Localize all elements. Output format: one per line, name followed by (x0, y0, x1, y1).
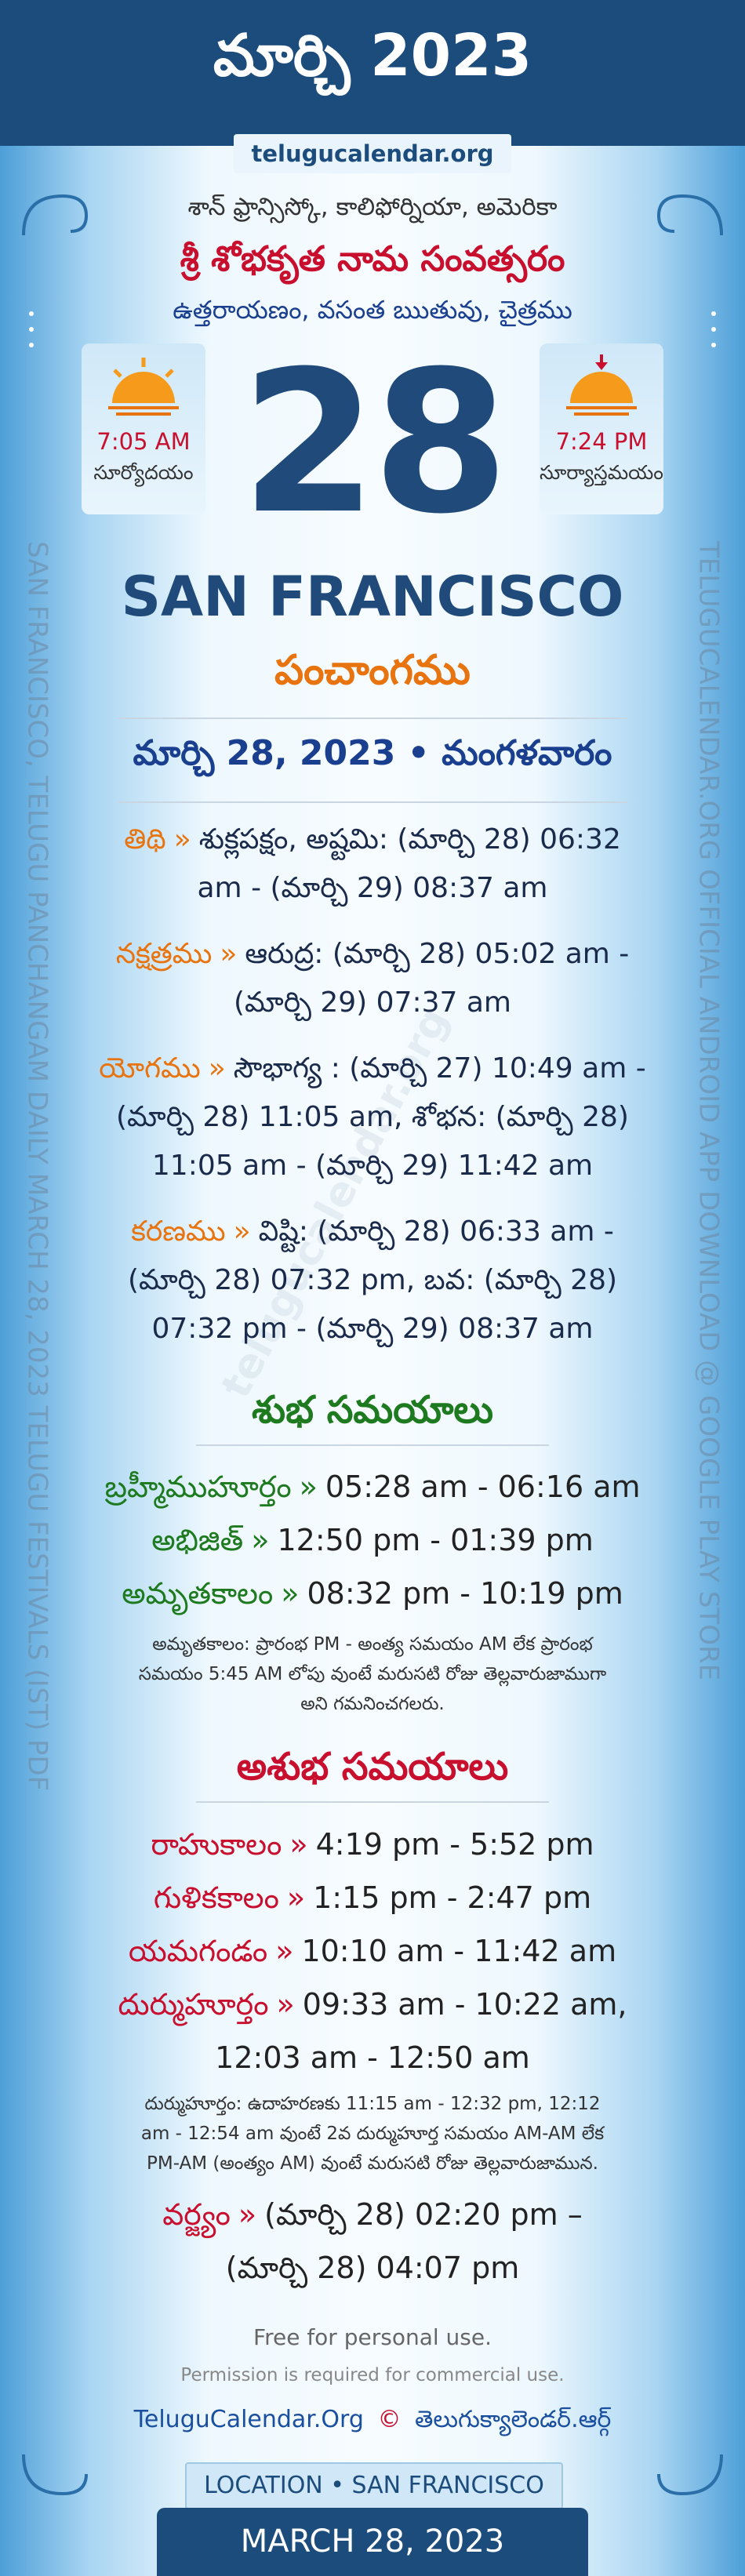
sunset-icon (566, 354, 637, 416)
sunrise-box: 7:05 AM సూర్యోదయం (82, 343, 205, 514)
footer-date: MARCH 28, 2023 (157, 2508, 588, 2576)
divider (118, 718, 627, 719)
item-text: శుక్లపక్షం, అష్టమి: (మార్చి 28) 06:32 am… (197, 823, 621, 904)
good-time-item: అభిజిత్» 12:50 pm - 01:39 pm (98, 1513, 647, 1567)
divider (196, 1801, 549, 1803)
item-text: విష్టి: (మార్చి 28) 06:33 am - (మార్చి 2… (127, 1215, 618, 1345)
good-time-item: బ్రహ్మీముహూర్తం» 05:28 am - 06:16 am (98, 1460, 647, 1513)
item-label: యమగండం (128, 1934, 268, 1968)
footer-permission: Permission is required for commercial us… (180, 2365, 565, 2385)
bad-time-item: గుళికకాలం» 1:15 pm - 2:47 pm (98, 1871, 647, 1924)
location-line: శాన్ ఫ్రాన్సిస్కో, కాలిఫోర్నియా, అమెరికా (187, 193, 558, 221)
item-time: 4:19 pm - 5:52 pm (315, 1827, 594, 1862)
separator: » (251, 1523, 270, 1557)
ayana: ఉత్తరాయణం, వసంత ఋతువు, చైత్రము (173, 295, 572, 325)
bad-time-item: రాహుకాలం» 4:19 pm - 5:52 pm (98, 1818, 647, 1871)
sunset-label: సూర్యాస్తమయం (540, 461, 663, 484)
separator: » (233, 1215, 251, 1248)
item-time: 12:50 pm - 01:39 pm (277, 1523, 594, 1557)
separator: » (281, 1576, 300, 1611)
good-time-item: అమృతకాలం» 08:32 pm - 10:19 pm (98, 1567, 647, 1620)
footer-site[interactable]: TeluguCalendar.Org (133, 2406, 364, 2433)
footer-location: LOCATION • SAN FRANCISCO (185, 2462, 563, 2509)
corner-ornaments (22, 194, 723, 2496)
item-label: నక్షత్రము (115, 938, 213, 970)
item-label: యోగము (99, 1052, 201, 1085)
bad-time-item: యమగండం» 10:10 am - 11:42 am (98, 1924, 647, 1978)
item-text: సౌభాగ్య : (మార్చి 27) 10:49 am - (మార్చి… (116, 1052, 646, 1182)
bad-times-title: అశుభ సమయాలు (236, 1745, 509, 1789)
sunset-time: 7:24 PM (555, 428, 648, 455)
panchangam-list: తిథి» శుక్లపక్షం, అష్టమి: (మార్చి 28) 06:… (98, 816, 647, 1371)
sunrise-time: 7:05 AM (96, 428, 191, 455)
separator: » (276, 1987, 295, 2022)
item-time: 1:15 pm - 2:47 pm (313, 1880, 592, 1915)
item-time: 05:28 am - 06:16 am (325, 1470, 641, 1504)
separator: » (299, 1470, 318, 1504)
bad-times-list: రాహుకాలం» 4:19 pm - 5:52 pm గుళికకాలం» 1:15… (98, 1818, 647, 2084)
good-times-list: బ్రహ్మీముహూర్తం» 05:28 am - 06:16 am అభిజి… (98, 1460, 647, 1620)
item-label: గుళికకాలం (153, 1880, 279, 1915)
separator: » (220, 938, 238, 970)
item-label: బ్రహ్మీముహూర్తం (104, 1470, 292, 1504)
side-text-left: SAN FRANCISCO, TELUGU PANCHANGAM DAILY M… (22, 541, 53, 1791)
sunrise-icon (108, 358, 179, 416)
bad-time-item: దుర్ముహూర్తం» 09:33 am - 10:22 am, 12:03 … (98, 1978, 647, 2084)
footer-site-te[interactable]: తెలుగుక్యాలెండర్.ఆర్గ్ (414, 2406, 612, 2433)
bad-times-note: దుర్ముహూర్తం: ఉదాహరణకు 11:15 am - 12:32 … (140, 2094, 605, 2174)
panchangam-item: కరణము» విష్టి: (మార్చి 28) 06:33 am - (మా… (98, 1208, 647, 1353)
header-title: మార్చి 2023 (213, 22, 532, 89)
item-label: అభిజిత్ (151, 1523, 244, 1557)
samvatsaram: శ్రీ శోభకృత నామ సంవత్సరం (180, 239, 565, 279)
separator: » (286, 1880, 306, 1915)
item-label: కరణము (131, 1215, 226, 1248)
panchangam-title: పంచాంగము (274, 647, 471, 694)
item-label: అమృతకాలం (122, 1576, 274, 1611)
sunset-box: 7:24 PM సూర్యాస్తమయం (540, 343, 663, 514)
panchangam-item: యోగము» సౌభాగ్య : (మార్చి 27) 10:49 am - (… (98, 1045, 647, 1190)
item-time: 10:10 am - 11:42 am (301, 1934, 617, 1968)
date-line: మార్చి 28, 2023 • మంగళవారం (133, 733, 612, 773)
item-label: దుర్ముహూర్తం (118, 1987, 269, 2022)
item-time: 09:33 am - 10:22 am, 12:03 am - 12:50 am (215, 1987, 627, 2075)
sunrise-label: సూర్యోదయం (93, 461, 194, 484)
day-number: 28 (241, 329, 509, 557)
footer-site-line: TeluguCalendar.Org © తెలుగుక్యాలెండర్.ఆర… (0, 2406, 745, 2439)
separator: » (275, 1934, 294, 1968)
site-badge[interactable]: telugucalendar.org (234, 134, 511, 173)
good-times-title: శుభ సమయాలు (252, 1388, 493, 1432)
item-label: తిథి (124, 823, 166, 856)
panchangam-item: నక్షత్రము» ఆరుద్ర: (మార్చి 28) 05:02 am -… (98, 930, 647, 1027)
dot-rows (29, 311, 716, 347)
item-label: వర్జ్యం (162, 2197, 231, 2232)
separator: » (238, 2197, 257, 2232)
panchangam-item: తిథి» శుక్లపక్షం, అష్టమి: (మార్చి 28) 06:… (98, 816, 647, 913)
item-time: (మార్చి 28) 02:20 pm – (మార్చి 28) 04:07… (225, 2197, 583, 2285)
item-label: రాహుకాలం (151, 1827, 282, 1862)
side-text-right: TELUGUCALENDAR.ORG OFFICIAL ANDROID APP … (693, 540, 725, 1680)
footer-copyright: © (377, 2406, 402, 2433)
good-times-note: అమృతకాలం: ప్రారంభ PM - అంత్య సమయం AM లేక… (138, 1634, 607, 1714)
separator: » (208, 1052, 226, 1085)
item-text: ఆరుద్ర: (మార్చి 28) 05:02 am - (మార్చి 2… (234, 938, 630, 1019)
city: SAN FRANCISCO (121, 565, 624, 629)
divider (196, 1444, 549, 1446)
varjyam: వర్జ్యం» (మార్చి 28) 02:20 pm – (మార్చి 2… (157, 2188, 588, 2294)
divider (118, 801, 627, 803)
separator: » (173, 823, 191, 856)
varjyam-item: వర్జ్యం» (మార్చి 28) 02:20 pm – (మార్చి 2… (157, 2188, 588, 2294)
item-time: 08:32 pm - 10:19 pm (307, 1576, 623, 1611)
footer-free: Free for personal use. (253, 2324, 492, 2350)
separator: » (289, 1827, 308, 1862)
header-band (0, 0, 745, 146)
